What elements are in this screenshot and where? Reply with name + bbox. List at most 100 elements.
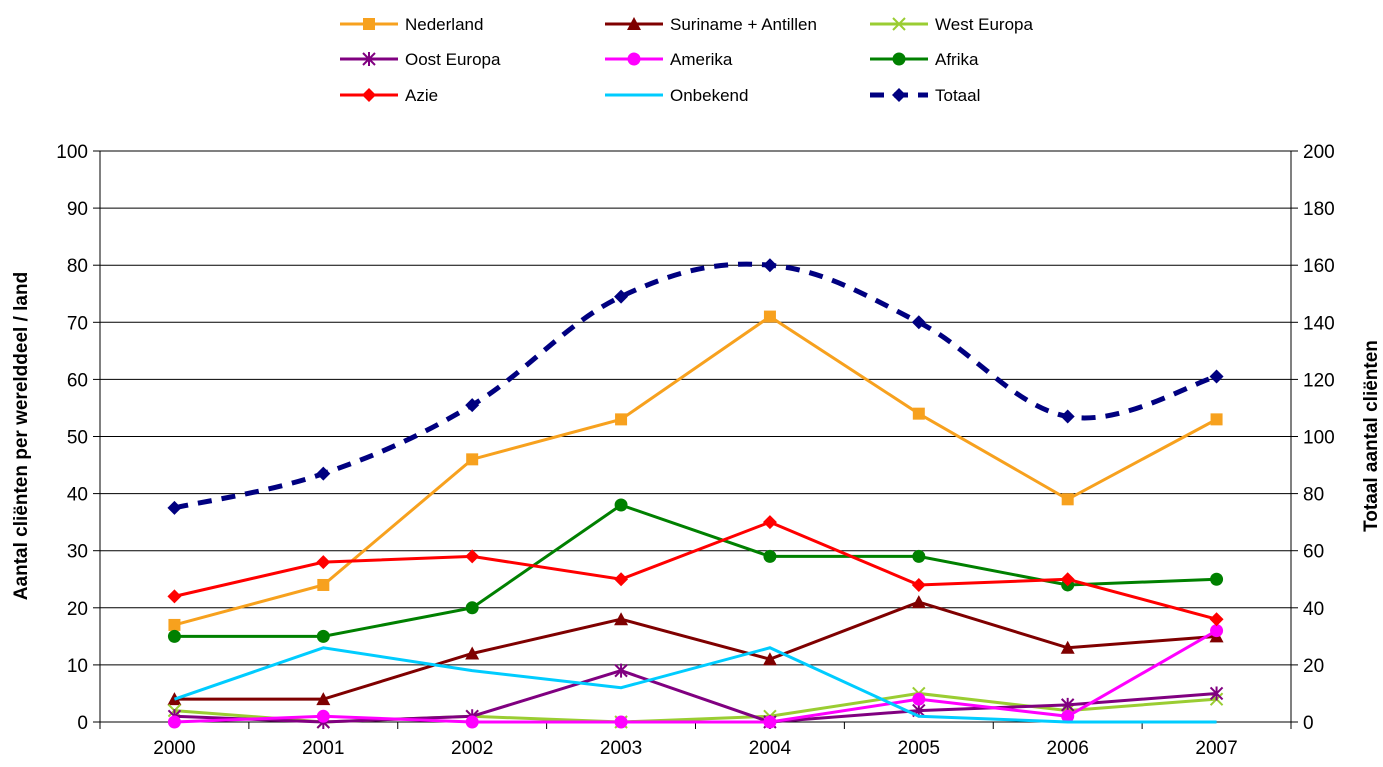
y2-tick-label: 120 xyxy=(1303,370,1335,391)
series-line xyxy=(174,520,1217,621)
data-point xyxy=(1061,709,1075,723)
data-point xyxy=(762,652,777,666)
data-point xyxy=(465,549,480,564)
legend-marker xyxy=(892,17,906,31)
y2-tick-label: 200 xyxy=(1303,142,1335,163)
legend-item: Oost Europa xyxy=(340,50,501,69)
data-point xyxy=(614,663,628,678)
legend-item: Nederland xyxy=(340,15,483,34)
data-point xyxy=(1209,686,1224,701)
series-amerika xyxy=(167,624,1224,729)
data-point xyxy=(614,715,628,729)
legend-label: Suriname + Antillen xyxy=(670,15,817,34)
y2-tick-label: 80 xyxy=(1303,485,1324,506)
data-point xyxy=(912,407,925,420)
data-point xyxy=(167,500,182,515)
legend-marker xyxy=(362,88,376,102)
data-point xyxy=(615,413,628,426)
data-point xyxy=(1061,493,1074,506)
x-tick-label: 2003 xyxy=(600,738,642,759)
y2-tick-label: 0 xyxy=(1303,713,1314,734)
data-point xyxy=(1210,413,1223,426)
x-tick-label: 2000 xyxy=(153,738,195,759)
series-totaal xyxy=(167,258,1224,515)
legend-item: Amerika xyxy=(605,50,733,69)
data-point xyxy=(912,692,926,706)
x-tick-label: 2002 xyxy=(451,738,493,759)
legend-label: Totaal xyxy=(935,86,980,105)
legend-item: Azie xyxy=(340,86,438,105)
data-point xyxy=(167,715,181,729)
legend-marker xyxy=(892,52,906,66)
x-tick-label: 2005 xyxy=(898,738,940,759)
data-point xyxy=(316,555,331,570)
data-point xyxy=(614,612,629,626)
data-point xyxy=(614,289,629,304)
series-azie xyxy=(167,515,1224,627)
y-tick-label: 0 xyxy=(77,713,88,734)
x-tick-label: 2007 xyxy=(1195,738,1237,759)
series-line xyxy=(173,646,1217,724)
y-tick-label: 100 xyxy=(56,142,88,163)
legend-label: Onbekend xyxy=(670,86,748,105)
y2-tick-label: 100 xyxy=(1303,428,1335,449)
right-axis-ticks: 0 20 40 60 80 100 120 140 160 180 200 xyxy=(1291,142,1335,734)
legend-label: Oost Europa xyxy=(405,50,501,69)
y-axis-title: Aantal cliënten per werelddeel / land xyxy=(11,272,32,600)
series-line xyxy=(174,629,1218,724)
gridlines xyxy=(100,150,1291,666)
data-point xyxy=(466,453,479,466)
y-tick-label: 50 xyxy=(67,428,88,449)
data-point xyxy=(1209,369,1224,384)
series-line xyxy=(174,314,1218,627)
legend-item: West Europa xyxy=(870,15,1034,34)
data-point xyxy=(167,629,181,643)
data-point xyxy=(465,398,480,413)
legend-marker xyxy=(892,88,906,102)
y-tick-label: 70 xyxy=(67,313,88,334)
data-point xyxy=(912,549,926,563)
series-line xyxy=(174,600,1217,701)
data-point xyxy=(1210,624,1224,638)
y2-tick-label: 40 xyxy=(1303,599,1324,620)
y2-tick-label: 140 xyxy=(1303,313,1335,334)
data-point xyxy=(316,466,331,481)
legend-label: Azie xyxy=(405,86,438,105)
legend-marker xyxy=(627,52,641,66)
legend: Nederland Suriname + Antillen West Europa O… xyxy=(340,15,1034,105)
data-point xyxy=(465,715,479,729)
data-point xyxy=(167,589,182,604)
series-group xyxy=(167,258,1224,729)
y-tick-label: 10 xyxy=(67,656,88,677)
data-point xyxy=(316,709,330,723)
data-point xyxy=(762,258,777,273)
data-point xyxy=(614,572,629,587)
data-point xyxy=(762,515,777,530)
series-onbekend xyxy=(173,646,1217,724)
series-suriname-antillen xyxy=(167,595,1224,706)
data-point xyxy=(465,646,480,660)
data-point xyxy=(911,315,926,330)
y-tick-label: 60 xyxy=(67,370,88,391)
legend-label: Amerika xyxy=(670,50,733,69)
x-tick-label: 2006 xyxy=(1047,738,1089,759)
legend-marker xyxy=(363,18,375,30)
y-tick-label: 30 xyxy=(67,542,88,563)
data-point xyxy=(1060,640,1075,654)
x-tick-label: 2004 xyxy=(749,738,792,759)
data-point xyxy=(763,310,776,323)
x-tick-label: 2001 xyxy=(302,738,344,759)
legend-item: Totaal xyxy=(870,86,980,105)
legend-marker xyxy=(362,52,376,66)
x-axis-ticks: 2000 2001 2002 2003 2004 2005 2006 2007 xyxy=(99,722,1292,759)
data-point xyxy=(465,601,479,615)
data-point xyxy=(763,549,777,563)
series-afrika xyxy=(167,498,1224,643)
y2-tick-label: 20 xyxy=(1303,656,1324,677)
data-point xyxy=(168,618,181,631)
data-point xyxy=(316,692,331,706)
legend-item: Suriname + Antillen xyxy=(605,15,817,34)
legend-label: Afrika xyxy=(935,50,979,69)
y-tick-label: 80 xyxy=(67,256,88,277)
y2-tick-label: 180 xyxy=(1303,199,1335,220)
